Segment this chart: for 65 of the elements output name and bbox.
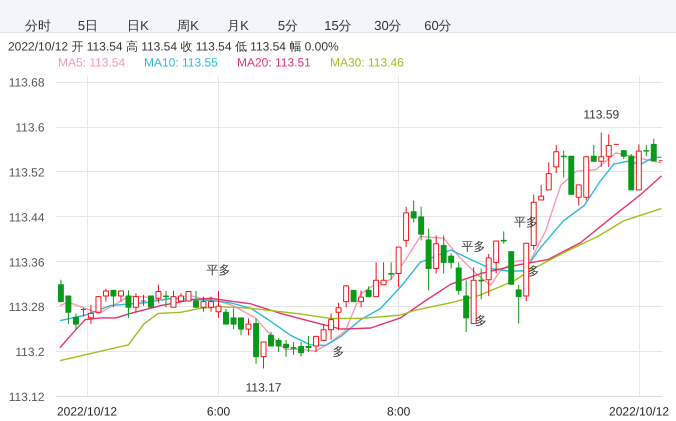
text: 分时 (25, 17, 51, 35)
text: 周K (177, 17, 199, 35)
y-tick-label: 113.52 (8, 165, 45, 180)
x-tick-label: 8:00 (386, 404, 411, 418)
candlestick (260, 342, 267, 369)
candlestick (606, 134, 612, 168)
text: MA10: 113.55 (144, 54, 218, 72)
candlestick (538, 184, 544, 201)
x-tick-label: 2022/10/12 (609, 404, 670, 418)
text: MA20: 113.51 (237, 54, 311, 72)
candlestick (516, 284, 522, 324)
x-tick-label: 2022/10/12 (56, 404, 118, 418)
candlestick (193, 290, 199, 308)
candlestick (140, 294, 146, 306)
text: 5日 (78, 17, 98, 35)
candlestick (102, 288, 109, 302)
candlestick (88, 304, 94, 325)
chart-subtitle: 2022/10/12 开 113.54 高 113.54 收 113.54 低 113.54 幅 0.00% (8, 38, 339, 56)
candlestick (336, 302, 342, 331)
candlestick (163, 290, 169, 308)
y-tick-label: 113.68 (8, 76, 45, 90)
annotation: 多 (332, 344, 345, 358)
text: 30分 (374, 17, 402, 35)
text: 15分 (324, 17, 352, 35)
candlestick (358, 290, 364, 308)
candlestick (546, 162, 552, 190)
text: 60分 (424, 17, 452, 35)
candlestick (110, 289, 116, 308)
line-series (59, 208, 662, 362)
annotation: 平多 (206, 262, 231, 277)
text: MA30: 113.46 (330, 54, 404, 72)
candlestick (118, 290, 124, 302)
candlestick (560, 150, 567, 178)
candlestick (95, 296, 102, 313)
candlestick (478, 268, 484, 300)
candlestick (350, 290, 357, 302)
x-tick-label: 6:00 (206, 404, 231, 418)
candlestick (155, 284, 162, 304)
candlestick (500, 230, 507, 244)
text: 月K (227, 17, 249, 35)
candlestick (598, 132, 604, 168)
candlestick (343, 284, 350, 308)
candlestick (246, 318, 252, 336)
candlestick (72, 312, 79, 330)
annotation: 113.59 (583, 108, 620, 122)
candlestick (463, 280, 470, 332)
candlestick (553, 144, 560, 174)
annotation: 113.17 (246, 380, 282, 394)
text: 日K (127, 17, 149, 35)
y-tick-label: 113.28 (8, 300, 45, 314)
text: 5分 (278, 17, 298, 35)
y-tick-label: 113.36 (8, 255, 45, 270)
y-tick-label: 113.44 (8, 210, 45, 224)
candlestick (590, 144, 597, 162)
candlestick (125, 290, 132, 318)
annotation: 平多 (462, 239, 486, 254)
text: MA5: 113.54 (58, 54, 126, 72)
candlestick (132, 292, 139, 312)
candlestick (456, 262, 462, 296)
y-tick-label: 113.2 (15, 345, 45, 360)
y-tick-label: 113.12 (8, 390, 45, 404)
candlestick (388, 262, 394, 280)
y-tick-label: 113.6 (15, 120, 45, 135)
candlestick (366, 286, 372, 298)
candlestick (148, 296, 154, 308)
